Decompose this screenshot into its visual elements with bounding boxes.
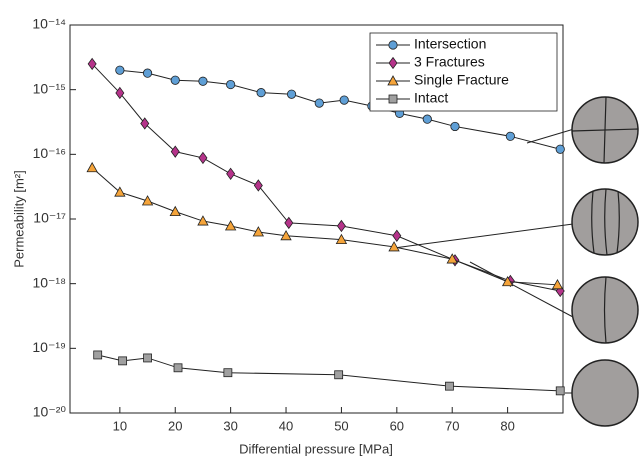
x-tick-label: 60 [390, 418, 404, 433]
point [314, 98, 324, 108]
point [445, 381, 454, 391]
point [141, 195, 154, 206]
point [505, 131, 515, 141]
point [388, 40, 398, 50]
x-axis-label: Differential pressure [MPa] [239, 441, 393, 456]
point [197, 215, 209, 226]
y-tick-label: 10⁻¹⁷ [33, 210, 66, 226]
x-tick-label: 40 [279, 418, 293, 433]
point [446, 253, 458, 264]
point [142, 68, 153, 78]
point [93, 350, 103, 360]
point [450, 121, 460, 132]
point [173, 363, 183, 373]
point [336, 219, 346, 233]
point [198, 76, 208, 86]
y-tick-label: 10⁻¹⁶ [33, 145, 66, 161]
point [551, 278, 564, 290]
point [87, 57, 97, 71]
x-tick-label: 10 [113, 418, 127, 433]
legend-box [369, 32, 558, 112]
y-tick-label: 10⁻¹⁴ [32, 16, 66, 32]
legend-label: Single Fracture [414, 72, 509, 88]
y-axis-label: Permeability [m²] [11, 170, 26, 268]
point [388, 94, 398, 104]
point [284, 216, 294, 230]
point [143, 353, 152, 363]
point [226, 79, 236, 90]
sample-illustrations [393, 96, 639, 427]
point [392, 229, 402, 242]
point [170, 145, 180, 158]
point [387, 75, 399, 86]
point [339, 95, 349, 105]
x-tick-label: 70 [445, 418, 459, 433]
point [86, 161, 98, 173]
x-tick-label: 30 [223, 418, 237, 433]
point [198, 151, 208, 165]
point [555, 386, 565, 396]
legend-label: Intersection [414, 36, 486, 52]
series-line [97, 354, 561, 392]
y-tick-label: 10⁻¹⁹ [32, 339, 66, 355]
point [252, 226, 265, 237]
point [388, 56, 398, 70]
series-line [91, 167, 558, 286]
point [256, 88, 266, 98]
y-tick-label: 10⁻¹⁵ [33, 80, 66, 96]
legend-label: 3 Fractures [414, 54, 485, 70]
point [118, 356, 128, 366]
point [115, 86, 125, 100]
point [170, 75, 180, 85]
legend: Intersection 3 Fractures Single Fracture In… [369, 32, 558, 112]
point [388, 241, 400, 252]
point [114, 186, 126, 197]
point [115, 65, 125, 75]
point [169, 205, 181, 217]
point [140, 117, 150, 130]
x-tick-label: 50 [334, 418, 348, 433]
point [253, 179, 263, 192]
legend-label: Intact [414, 90, 448, 106]
point [555, 144, 565, 154]
point [280, 229, 292, 241]
point [501, 275, 514, 287]
point [422, 114, 432, 124]
point [286, 89, 297, 99]
point [223, 368, 233, 378]
y-tick-label: 10⁻¹⁸ [32, 274, 66, 290]
y-tick-label: 10⁻²⁰ [33, 404, 67, 420]
x-tick-label: 80 [500, 418, 514, 433]
point [335, 233, 348, 245]
point [334, 370, 344, 380]
point [224, 220, 237, 231]
point [226, 167, 236, 180]
x-tick-label: 20 [168, 418, 182, 433]
